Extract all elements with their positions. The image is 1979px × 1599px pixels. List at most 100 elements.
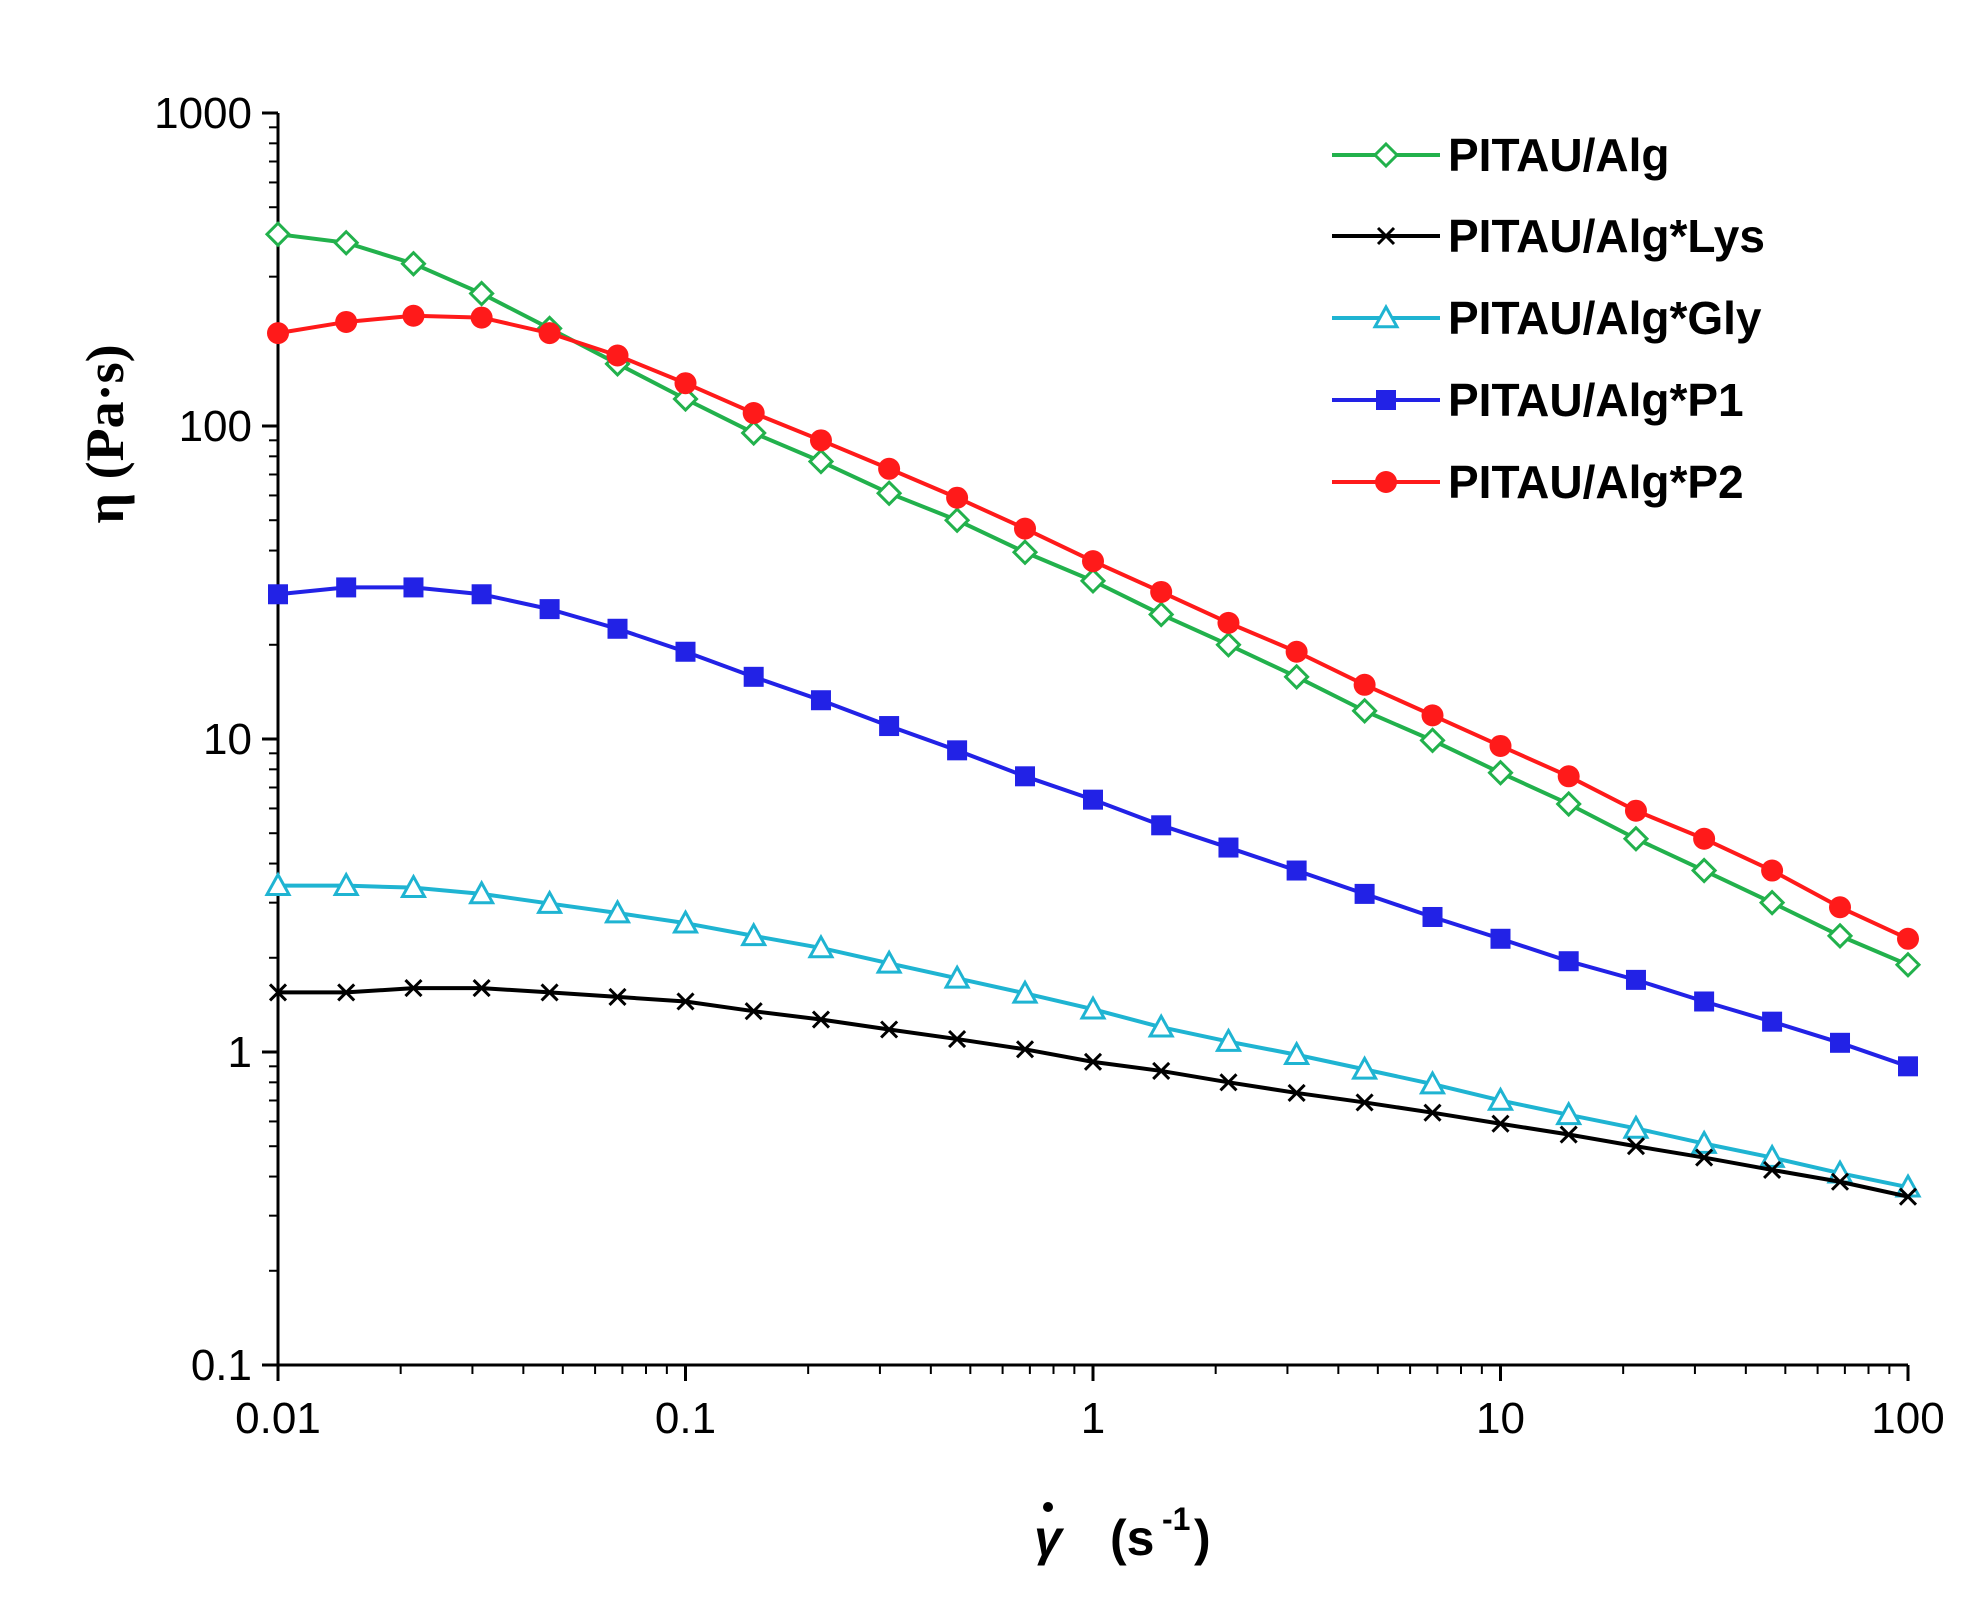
data-point	[1351, 697, 1378, 724]
legend-swatch-marker	[1372, 303, 1400, 329]
legend-label: PITAU/Alg*P2	[1448, 456, 1744, 508]
data-point	[1758, 889, 1786, 916]
data-point	[875, 949, 903, 974]
data-point	[1622, 825, 1650, 852]
data-point	[1624, 799, 1647, 822]
x-axis-title: γ (s -1 )	[1034, 1501, 1211, 1566]
data-point	[1083, 1052, 1103, 1071]
data-point	[1898, 1056, 1918, 1077]
legend-label: PITAU/Alg*Lys	[1448, 210, 1765, 262]
data-point	[1830, 1172, 1850, 1191]
data-point	[608, 987, 627, 1006]
data-point	[1015, 766, 1036, 787]
data-point-stroke	[1559, 1125, 1578, 1144]
data-point	[333, 229, 360, 256]
data-point-stroke	[268, 983, 288, 1002]
data-point	[1559, 1125, 1578, 1144]
legend-label: PITAU/Alg	[1448, 129, 1669, 181]
data-point	[404, 979, 423, 998]
data-point	[1423, 1103, 1442, 1122]
data-point	[947, 740, 968, 761]
data-point	[740, 419, 767, 447]
data-point	[946, 486, 969, 509]
data-point-stroke	[948, 1029, 967, 1049]
data-point	[675, 641, 696, 662]
data-point	[540, 983, 559, 1002]
data-point	[1557, 765, 1580, 788]
data-point	[1490, 928, 1511, 949]
legend-swatch-marker	[1372, 141, 1400, 169]
legend-swatch-marker	[1375, 471, 1397, 493]
data-point	[1622, 1114, 1650, 1139]
data-point	[744, 1002, 763, 1021]
y-tick-label: 100	[179, 402, 252, 451]
data-point	[1626, 1137, 1646, 1156]
data-point-stroke	[1287, 1083, 1306, 1102]
legend-entry-0: PITAU/Alg	[1332, 129, 1669, 181]
series-3	[268, 577, 1918, 1077]
y-axis-title: η (Pa·s)	[75, 344, 135, 523]
data-point-stroke	[744, 1002, 763, 1021]
data-point	[1419, 727, 1446, 754]
data-point	[1762, 1011, 1783, 1032]
data-point	[1422, 906, 1443, 927]
data-point-stroke	[404, 979, 423, 998]
data-point	[472, 979, 491, 998]
data-point	[1491, 1114, 1510, 1133]
data-point-stroke	[880, 1020, 899, 1039]
x-axis-title-unit: (s	[1110, 1510, 1154, 1566]
data-point	[1418, 1069, 1447, 1095]
data-point	[1694, 991, 1715, 1012]
data-point	[876, 480, 903, 507]
data-point	[468, 280, 495, 307]
data-point	[1353, 673, 1376, 696]
x-axis-title-unit-close: )	[1194, 1510, 1211, 1566]
legend-swatch-marker	[1376, 226, 1396, 246]
data-point	[538, 322, 561, 345]
data-point	[1830, 1032, 1851, 1053]
data-point	[1761, 859, 1784, 882]
data-point	[1898, 1187, 1918, 1206]
legend: PITAU/Alg PITAU/Alg*Lys PITAU/Alg*Gly PITAU…	[1332, 129, 1765, 508]
data-point	[1763, 1160, 1782, 1179]
data-point	[267, 322, 289, 345]
data-point	[1355, 1093, 1374, 1112]
data-point	[948, 1029, 967, 1049]
data-point-stroke	[1763, 1160, 1782, 1179]
y-tick-label: 1	[228, 1028, 252, 1077]
x-axis-title-exponent: -1	[1162, 1501, 1190, 1537]
data-point	[1690, 1129, 1718, 1154]
legend-label: PITAU/Alg*P1	[1448, 374, 1744, 426]
data-point	[1015, 1040, 1035, 1059]
legend-entry-1: PITAU/Alg*Lys	[1332, 210, 1765, 262]
data-point-stroke	[1355, 1093, 1374, 1112]
y-tick-label: 0.1	[191, 1341, 252, 1390]
data-point	[470, 306, 493, 329]
data-point	[268, 584, 288, 605]
data-point	[1421, 704, 1444, 727]
x-axis-title-symbol: γ	[1034, 1510, 1065, 1566]
data-point-stroke	[1898, 1187, 1918, 1206]
data-point	[1283, 663, 1310, 690]
data-point	[1555, 790, 1582, 818]
data-point	[1011, 539, 1039, 566]
legend-label: PITAU/Alg*Gly	[1448, 292, 1762, 344]
data-point-stroke	[1152, 1061, 1171, 1080]
data-point	[1214, 1027, 1243, 1052]
data-point	[607, 618, 628, 639]
data-point-stroke	[1219, 1073, 1238, 1092]
data-point	[1151, 815, 1172, 836]
data-point	[1079, 567, 1107, 595]
data-point-stroke	[472, 979, 491, 998]
data-point	[337, 983, 356, 1002]
data-point	[1218, 837, 1239, 858]
data-point	[1217, 611, 1240, 634]
series-1	[268, 979, 1918, 1206]
data-point	[1287, 1083, 1306, 1102]
data-point	[606, 344, 629, 367]
data-point	[264, 871, 292, 896]
data-point	[1285, 640, 1308, 663]
data-point	[1555, 1100, 1583, 1126]
data-point-stroke	[1491, 1114, 1510, 1133]
